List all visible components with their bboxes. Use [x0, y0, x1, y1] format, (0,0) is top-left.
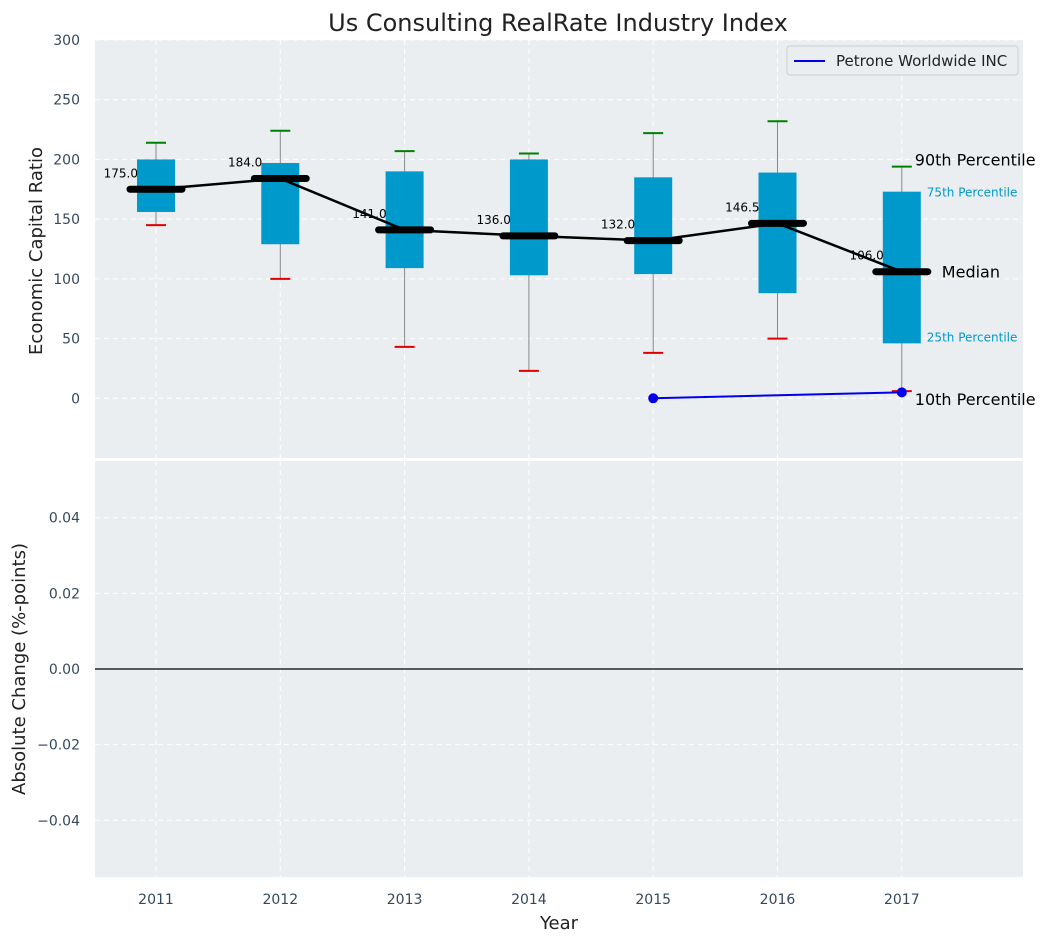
annotation-median: Median — [942, 263, 1000, 282]
median-value-label: 141.0 — [352, 207, 386, 221]
y-tick-label: 200 — [53, 152, 80, 168]
median-value-label: 146.5 — [725, 200, 759, 214]
y-tick-label: 100 — [53, 272, 80, 288]
x-tick-label: 2014 — [511, 892, 547, 908]
annotation-90th: 90th Percentile — [915, 151, 1036, 170]
y-tick-label: 0 — [71, 391, 80, 407]
box-iqr — [758, 172, 797, 294]
top-panel-y-ticks: 0 50 100 150 200 250 300 — [53, 33, 80, 407]
median-value-label: 175.0 — [104, 166, 138, 180]
x-tick-label: 2012 — [262, 892, 298, 908]
annotation-25th: 25th Percentile — [927, 330, 1018, 344]
legend-box — [786, 45, 1019, 76]
median-value-label: 184.0 — [228, 156, 262, 170]
x-tick-label: 2011 — [138, 892, 174, 908]
box-iqr — [509, 159, 548, 276]
x-axis-label: Year — [539, 913, 579, 934]
y-tick-label: −0.02 — [37, 738, 80, 754]
x-tick-label: 2015 — [635, 892, 671, 908]
y-tick-label: 0.02 — [49, 586, 80, 602]
x-tick-label: 2017 — [884, 892, 920, 908]
series-point — [896, 387, 907, 398]
y-tick-label: 300 — [53, 33, 80, 49]
y-tick-label: 50 — [62, 332, 80, 348]
legend-label: Petrone Worldwide INC — [836, 52, 1007, 70]
series-point — [648, 393, 659, 404]
x-tick-label: 2013 — [387, 892, 423, 908]
series-line — [653, 391, 902, 400]
x-axis-ticks: 2011 2012 2013 2014 2015 2016 2017 — [138, 892, 919, 908]
box-iqr — [385, 171, 424, 269]
box-iqr — [634, 177, 673, 275]
annotation-75th: 75th Percentile — [927, 186, 1018, 200]
median-value-label: 132.0 — [601, 218, 635, 232]
x-tick-label: 2016 — [760, 892, 796, 908]
bottom-panel-y-ticks: −0.04 −0.02 0.00 0.02 0.04 — [37, 511, 80, 830]
y-tick-label: 0.00 — [49, 662, 80, 678]
percentile-annotations: 90th Percentile 75th Percentile Median 25th… — [915, 151, 1036, 410]
annotation-10th: 10th Percentile — [915, 390, 1036, 409]
box-iqr — [137, 159, 175, 212]
top-panel-background — [95, 40, 1023, 458]
median-trend — [155, 177, 903, 273]
median-value-label: 106.0 — [849, 249, 883, 263]
median-value-label: 136.0 — [477, 213, 511, 227]
median-trend-line — [155, 177, 903, 273]
y-tick-label: −0.04 — [37, 813, 80, 829]
chart-title: Us Consulting RealRate Industry Index — [328, 9, 788, 37]
bottom-y-axis-label: Absolute Change (%-points) — [9, 543, 30, 795]
legend: Petrone Worldwide INC — [786, 45, 1019, 76]
y-tick-label: 150 — [53, 212, 80, 228]
top-y-axis-label: Economic Capital Ratio — [26, 147, 47, 355]
y-tick-label: 250 — [53, 93, 80, 109]
company-series — [648, 387, 907, 404]
y-tick-label: 0.04 — [49, 511, 80, 527]
